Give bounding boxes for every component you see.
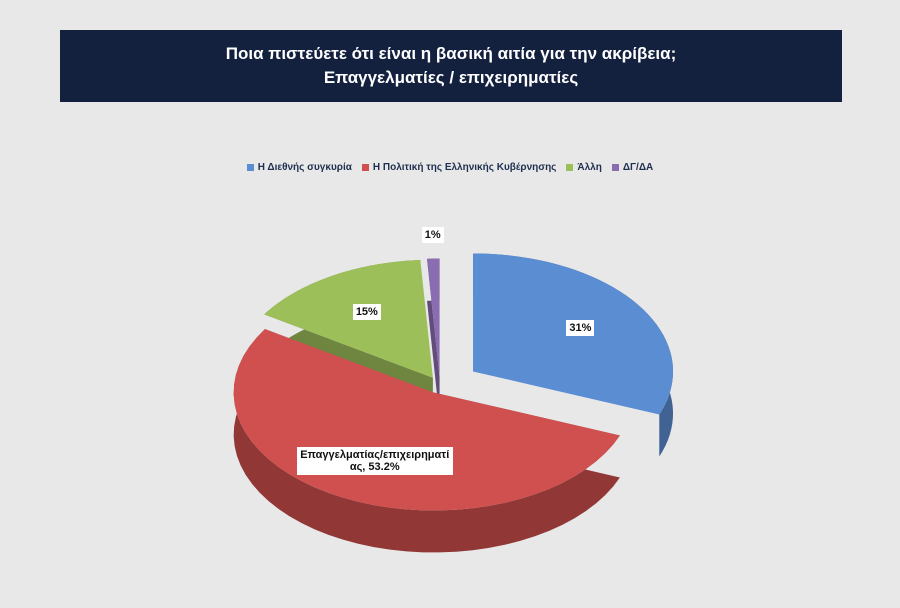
slice-side	[233, 329, 620, 553]
slice	[427, 258, 440, 377]
chart-title: Ποια πιστεύετε ότι είναι η βασική αιτία …	[225, 44, 677, 63]
legend: Η Διεθνής συγκυρία Η Πολιτική της Ελληνικ…	[0, 162, 900, 173]
legend-swatch	[611, 164, 619, 171]
legend-swatch	[361, 164, 369, 171]
title-box: Ποια πιστεύετε ότι είναι η βασική αιτία …	[60, 30, 842, 102]
legend-swatch	[246, 164, 254, 171]
legend-swatch	[566, 164, 574, 171]
legend-label: ΔΓ/ΔΑ	[622, 162, 654, 173]
legend-label: Η Διεθνής συγκυρία	[257, 162, 352, 173]
data-label: 31%	[566, 320, 595, 337]
legend-label: Η Πολιτική της Ελληνικής Κυβέρνησης	[372, 162, 557, 173]
data-label: Επαγγελματίας/επιχειρηματίας, 53.2%	[296, 446, 453, 475]
legend-item: ΔΓ/ΔΑ	[611, 162, 654, 173]
chart-subtitle: Επαγγελματίες / επιχειρηματίες	[323, 68, 579, 87]
data-label: 15%	[352, 303, 381, 320]
legend-item: Άλλη	[566, 162, 602, 173]
slice	[264, 259, 433, 378]
legend-item: Η Διεθνής συγκυρία	[246, 162, 352, 173]
legend-item: Η Πολιτική της Ελληνικής Κυβέρνησης	[361, 162, 557, 173]
data-label: 1%	[421, 226, 444, 243]
legend-label: Άλλη	[577, 162, 602, 173]
